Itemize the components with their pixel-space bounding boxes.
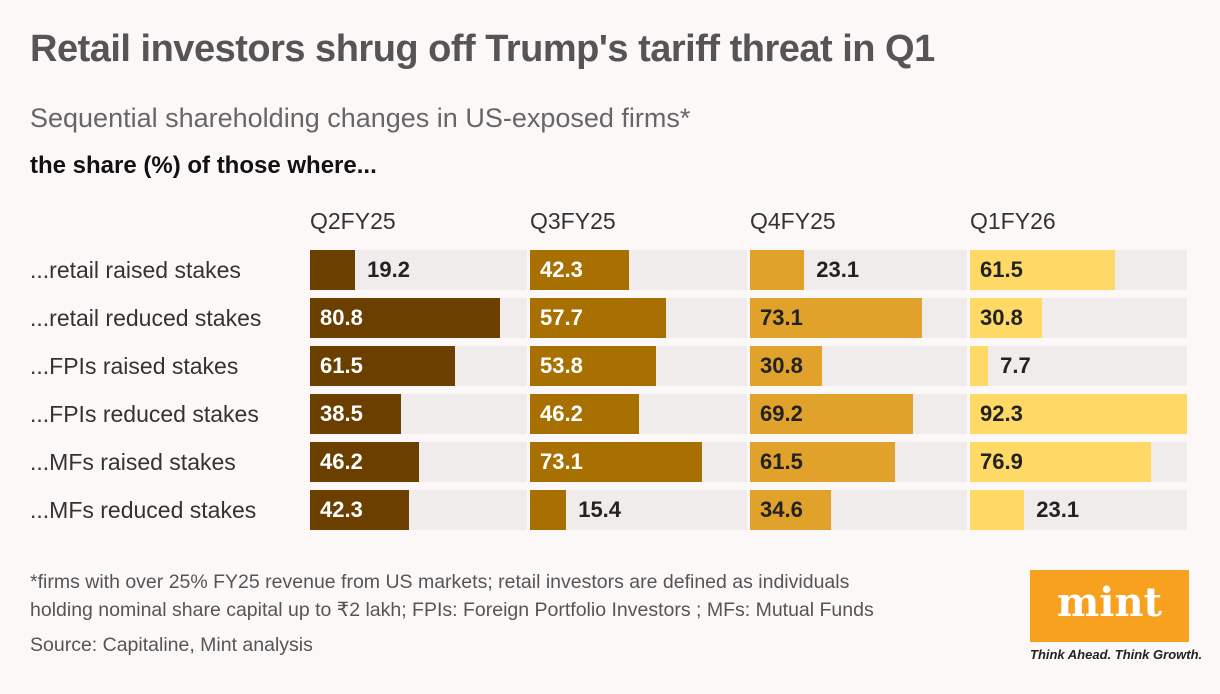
bar — [970, 394, 1187, 434]
bar — [750, 298, 922, 338]
row-label: ...FPIs raised stakes — [30, 353, 239, 379]
data-label: 80.8 — [320, 305, 363, 330]
bar — [970, 346, 989, 386]
mint-logo: mint — [1030, 570, 1189, 642]
data-label: 30.8 — [980, 305, 1023, 330]
bar — [530, 250, 630, 290]
bar-track: 38.5 — [310, 394, 527, 434]
data-label: 73.1 — [760, 305, 803, 330]
data-label: 15.4 — [578, 497, 622, 522]
bar — [530, 490, 567, 530]
row-label: ...MFs reduced stakes — [30, 497, 257, 523]
chart-subtitle: Sequential shareholding changes in US-ex… — [30, 103, 691, 133]
data-label: 61.5 — [760, 449, 803, 474]
bar-track: 15.4 — [530, 490, 747, 530]
bar-track: 42.3 — [530, 250, 747, 290]
bar — [310, 298, 500, 338]
data-label: 76.9 — [980, 449, 1023, 474]
bar-track: 53.8 — [530, 346, 747, 386]
bar-track: 57.7 — [530, 298, 747, 338]
bar-track: 92.3 — [970, 394, 1187, 434]
bar — [970, 250, 1115, 290]
data-label: 46.2 — [540, 401, 583, 426]
bar-track: 61.5 — [970, 250, 1187, 290]
bar — [310, 442, 419, 482]
logo-tagline: Think Ahead. Think Growth. — [1030, 647, 1203, 662]
bar — [310, 346, 455, 386]
bar — [750, 346, 823, 386]
bar — [310, 394, 401, 434]
data-label: 42.3 — [320, 497, 363, 522]
bar-track: 80.8 — [310, 298, 527, 338]
bar-track: 61.5 — [310, 346, 527, 386]
bar — [750, 250, 805, 290]
bar — [310, 250, 356, 290]
chart-subtitle-2: the share (%) of those where... — [30, 152, 377, 179]
data-label: 23.1 — [1036, 497, 1080, 522]
data-label: 38.5 — [320, 401, 363, 426]
data-label: 34.6 — [760, 497, 803, 522]
bar — [970, 298, 1043, 338]
data-label: 46.2 — [320, 449, 363, 474]
bar — [750, 442, 895, 482]
data-label: 53.8 — [540, 353, 583, 378]
bar-track: 23.1 — [970, 490, 1187, 530]
column-header: Q3FY25 — [530, 208, 616, 234]
bar — [530, 394, 639, 434]
bar-track: 69.2 — [750, 394, 967, 434]
bar-track: 34.6 — [750, 490, 967, 530]
bar-track: 23.1 — [750, 250, 967, 290]
bar — [750, 394, 913, 434]
bar — [310, 490, 410, 530]
data-label: 23.1 — [816, 257, 860, 282]
footnote-line: holding nominal share capital up to ₹2 l… — [30, 599, 874, 621]
data-label: 7.7 — [1000, 353, 1031, 378]
row-label: ...retail reduced stakes — [30, 305, 262, 331]
data-label: 61.5 — [320, 353, 363, 378]
bar — [750, 490, 832, 530]
bar-track: 61.5 — [750, 442, 967, 482]
bar-track: 42.3 — [310, 490, 527, 530]
column-header: Q1FY26 — [970, 208, 1056, 234]
footnote-line: *firms with over 25% FY25 revenue from U… — [30, 571, 850, 593]
data-label: 19.2 — [367, 257, 410, 282]
row-label: ...retail raised stakes — [30, 257, 241, 283]
row-label: ...FPIs reduced stakes — [30, 401, 259, 427]
source: Source: Capitaline, Mint analysis — [30, 634, 313, 656]
data-label: 69.2 — [760, 401, 803, 426]
bar — [530, 298, 666, 338]
bar — [970, 442, 1151, 482]
bar — [530, 346, 657, 386]
bar-track: 30.8 — [970, 298, 1187, 338]
bar-track: 76.9 — [970, 442, 1187, 482]
bar — [970, 490, 1025, 530]
data-label: 42.3 — [540, 257, 583, 282]
bar-track: 73.1 — [750, 298, 967, 338]
footnote: *firms with over 25% FY25 revenue from U… — [30, 568, 874, 624]
bar-track: 73.1 — [530, 442, 747, 482]
bar — [530, 442, 702, 482]
bar-track: 46.2 — [310, 442, 527, 482]
data-label: 92.3 — [980, 401, 1023, 426]
chart-title: Retail investors shrug off Trump's tarif… — [30, 28, 935, 70]
bar-track: 19.2 — [310, 250, 527, 290]
data-label: 30.8 — [760, 353, 803, 378]
bar-track: 7.7 — [970, 346, 1187, 386]
column-header: Q4FY25 — [750, 208, 836, 234]
row-label: ...MFs raised stakes — [30, 449, 236, 475]
data-label: 61.5 — [980, 257, 1023, 282]
bar-track: 30.8 — [750, 346, 967, 386]
column-header: Q2FY25 — [310, 208, 396, 234]
data-label: 73.1 — [540, 449, 583, 474]
data-label: 57.7 — [540, 305, 583, 330]
bar-track: 46.2 — [530, 394, 747, 434]
